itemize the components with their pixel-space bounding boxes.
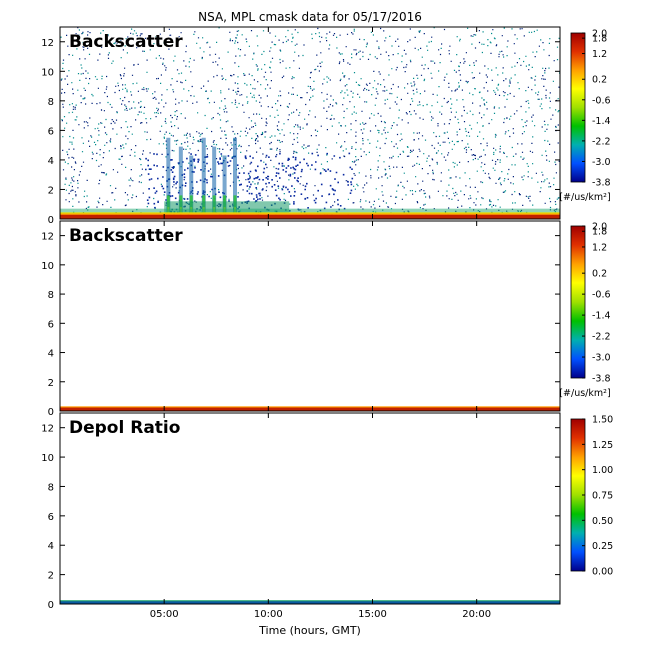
- heatmap-field: [60, 600, 560, 604]
- colorbar-tick-label: -3.0: [592, 353, 611, 364]
- y-tick-label: 10: [41, 67, 54, 78]
- y-tick-label: 6: [48, 512, 54, 523]
- surface-layer: [60, 214, 560, 219]
- signal-streak: [201, 137, 206, 215]
- colorbar-tick-label: 0.25: [592, 541, 613, 552]
- colorbar-tick-label: 1.2: [592, 49, 607, 60]
- colorbar-unit-label: [#/us/km²]: [559, 192, 610, 203]
- surface-yellow-band: [60, 212, 560, 215]
- figure-title: NSA, MPL cmask data for 05/17/2016: [198, 10, 422, 24]
- panel-label: Depol Ratio: [69, 418, 180, 438]
- y-tick-label: 10: [41, 261, 54, 272]
- y-tick-label: 12: [41, 232, 54, 243]
- y-tick-label: 0: [48, 600, 54, 611]
- panel-2: 0 2 4 6 8 10 12 Backscatter 2.01.8 1.2 0.2 -0.6 -1.4…: [41, 220, 611, 418]
- panel-label: Backscatter: [69, 226, 183, 246]
- colorbar-tick-label: -1.4: [592, 311, 611, 322]
- colorbar-tick-label: 2.0: [592, 29, 607, 40]
- colorbar-tick-label: -3.8: [592, 374, 611, 385]
- signal-streak: [189, 155, 194, 215]
- y-tick-label: 12: [41, 424, 54, 435]
- colorbar-tick-label: 0.00: [592, 567, 613, 578]
- colorbar: [570, 225, 586, 379]
- colorbar-tick-label: 0.2: [592, 269, 607, 280]
- panel-frame: [59, 220, 561, 412]
- colorbar-tick-label: 1.2: [592, 242, 607, 253]
- y-tick-label: 0: [48, 215, 54, 226]
- y-tick-label: 8: [48, 290, 54, 301]
- x-tick-label: 20:00: [462, 609, 491, 620]
- colorbar-tick-label: 1.50: [592, 415, 613, 426]
- panel-frame: [59, 412, 561, 605]
- y-tick-label: 4: [48, 541, 54, 552]
- y-tick-label: 6: [48, 319, 54, 330]
- colorbar-tick-label: 0.2: [592, 75, 607, 86]
- y-tick-label: 6: [48, 126, 54, 137]
- x-tick-label: 05:00: [150, 609, 179, 620]
- panel-background: [60, 413, 560, 604]
- colorbar-tick-label: -0.6: [592, 290, 611, 301]
- surface-layer-top: [60, 406, 560, 408]
- x-tick-label: 15:00: [358, 609, 387, 620]
- panel-label: Backscatter: [69, 32, 183, 52]
- y-tick-label: 2: [48, 571, 54, 582]
- heatmap-field: [60, 406, 560, 411]
- y-tick-label: 8: [48, 97, 54, 108]
- signal-streak: [178, 146, 183, 215]
- colorbar-tick-label: -3.0: [592, 157, 611, 168]
- y-tick-label: 2: [48, 378, 54, 389]
- y-tick-label: 10: [41, 453, 54, 464]
- panel-frame: [59, 26, 561, 220]
- x-axis-label: Time (hours, GMT): [258, 624, 361, 637]
- colorbar-tick-label: -2.2: [592, 136, 611, 147]
- y-tick-label: 2: [48, 185, 54, 196]
- y-tick-label: 4: [48, 156, 54, 167]
- signal-streak: [233, 137, 237, 215]
- colorbar-tick-label: 2.0: [592, 222, 607, 233]
- surface-layer-top: [60, 213, 560, 215]
- surface-layer: [60, 601, 560, 604]
- colorbar-tick-label: 1.25: [592, 440, 613, 451]
- colorbar-tick-label: 1.00: [592, 465, 613, 476]
- signal-streak: [166, 137, 171, 215]
- heatmap-field: [60, 27, 560, 219]
- colorbar-unit-label: [#/us/km²]: [559, 388, 610, 399]
- colorbar-tick-label: 1.8: [592, 227, 607, 238]
- y-tick-label: 0: [48, 407, 54, 418]
- colorbar-tick-label: -1.4: [592, 116, 611, 127]
- signal-streak: [222, 155, 227, 215]
- y-tick-label: 12: [41, 38, 54, 49]
- colorbar-tick-label: 0.50: [592, 516, 613, 527]
- panel-3: 0 2 4 6 8 10 12 05:00 10:00 15:00 20:00 Depol Ratio…: [41, 412, 613, 620]
- y-tick-label: 4: [48, 349, 54, 360]
- colorbar-tick-label: -0.6: [592, 95, 611, 106]
- colorbar-tick-label: -3.8: [592, 178, 611, 189]
- colorbar-tick-label: -2.2: [592, 332, 611, 343]
- x-tick-label: 10:00: [254, 609, 283, 620]
- colorbar-tick-label: 0.75: [592, 491, 613, 502]
- y-tick-label: 8: [48, 482, 54, 493]
- colorbar-tick-label: 1.8: [592, 34, 607, 45]
- colorbar: [570, 32, 586, 183]
- panel-background: [60, 221, 560, 411]
- surface-layer: [60, 407, 560, 411]
- surface-layer-top: [60, 600, 560, 602]
- panel-1: 0 2 4 6 8 10 12 Backscatter 2.01.8 1.2 0.2 -0.6 -1.4…: [41, 26, 611, 226]
- boundary-layer-band: [60, 208, 560, 215]
- signal-streak: [212, 146, 217, 215]
- panel-background: [60, 27, 560, 219]
